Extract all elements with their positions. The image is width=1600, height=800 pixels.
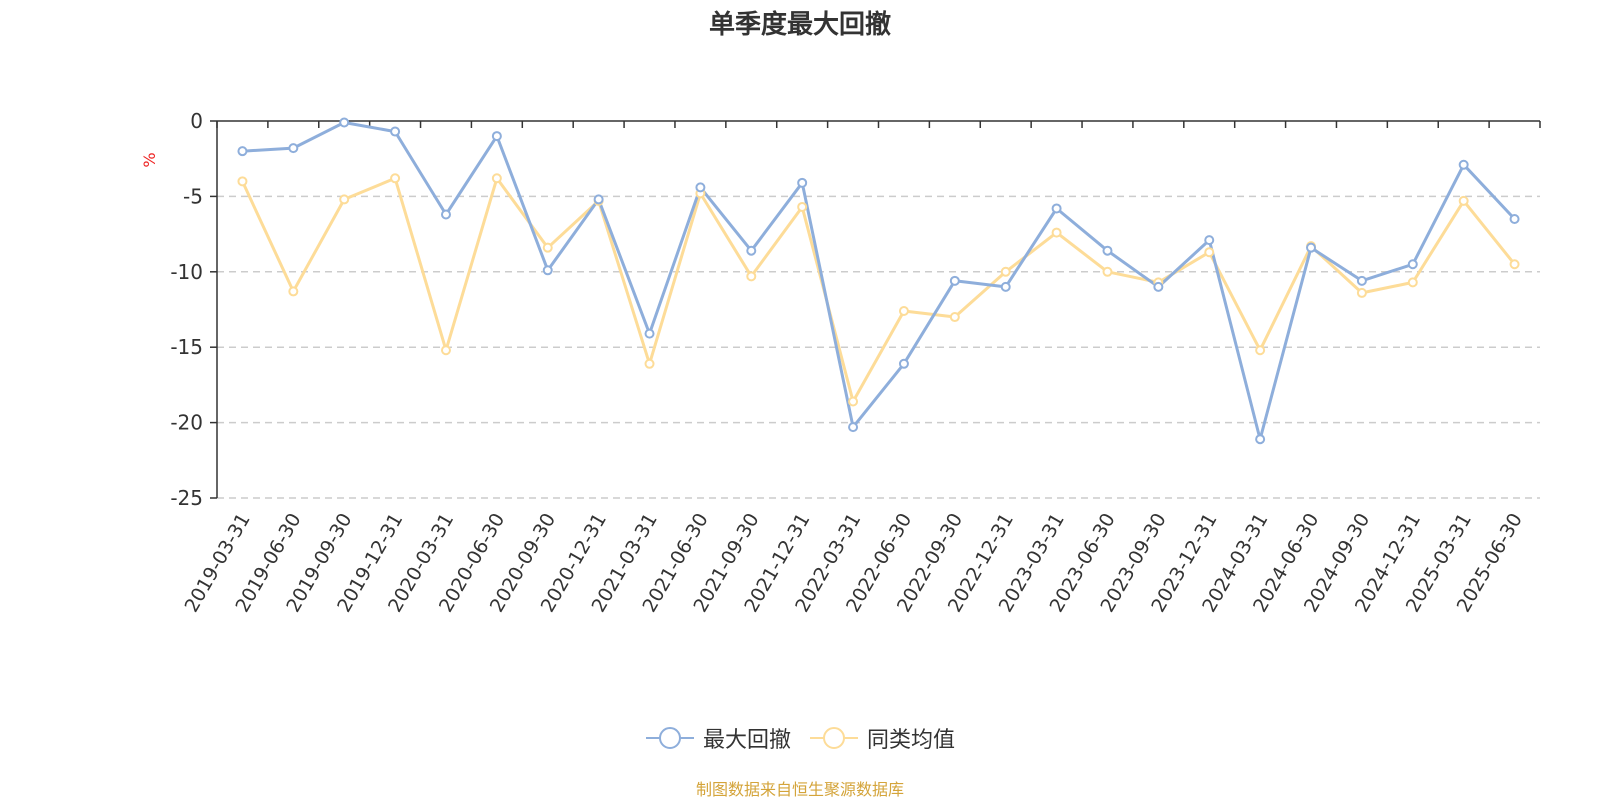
data-point-1 [746,245,757,256]
data-point-1 [848,422,859,433]
data-point-2 [644,358,655,369]
data-point-1 [695,182,706,193]
data-point-2 [1204,247,1215,258]
data-point-1 [1255,434,1266,445]
data-point-1 [898,358,909,369]
data-point-1 [542,265,553,276]
data-point-1 [390,126,401,137]
y-axis-label: % [140,152,159,167]
data-point-1 [288,143,299,154]
data-point-1 [339,117,350,128]
data-point-2 [898,306,909,317]
legend-symbol-icon [645,727,694,749]
legend-label: 同类均值 [867,728,956,753]
data-point-2 [797,201,808,212]
data-point-2 [1051,227,1062,238]
data-point-1 [1458,159,1469,170]
data-point-2 [440,345,451,356]
data-point-2 [1000,266,1011,277]
y-tick-label: -25 [170,486,203,510]
legend-label: 最大回撤 [702,728,791,753]
data-point-1 [1102,245,1113,256]
grid-lines [217,195,1540,499]
data-point-2 [237,176,248,187]
data-point-2 [288,286,299,297]
y-tick-label: 0 [190,109,203,133]
data-point-1 [237,146,248,157]
data-point-1 [949,275,960,286]
series-line-2 [240,176,1517,403]
legend[interactable]: 最大回撤 同类均值 [0,722,1600,754]
data-point-2 [1356,287,1367,298]
series-line-1 [240,121,1517,441]
data-point-1 [491,131,502,142]
legend-symbol-circle [658,727,681,749]
data-point-2 [491,173,502,184]
data-point-2 [949,312,960,323]
data-point-1 [1153,281,1164,292]
data-point-1 [440,209,451,220]
data-point-1 [1407,259,1418,270]
data-point-1 [1051,203,1062,214]
data-point-2 [1407,277,1418,288]
y-tick-label: -15 [170,335,203,359]
data-point-2 [848,396,859,407]
y-tick-label: -10 [170,260,203,284]
legend-symbol-circle [823,727,845,749]
data-point-2 [339,194,350,205]
data-point-1 [1000,281,1011,292]
data-point-2 [1509,259,1520,270]
data-point-1 [1356,275,1367,286]
y-tick-label: -5 [183,184,203,208]
data-point-2 [1102,266,1113,277]
data-point-2 [1458,195,1469,206]
legend-symbol-icon [810,727,858,749]
data-point-2 [1255,345,1266,356]
legend-item-1[interactable]: 最大回撤 [645,722,791,754]
series-lines [240,121,1517,441]
data-point-2 [542,242,553,253]
data-point-2 [746,271,757,282]
data-point-1 [1306,242,1317,253]
y-tick-label: -20 [170,411,203,435]
data-point-1 [1509,214,1520,225]
chart-title: 单季度最大回撤 [708,10,891,40]
source-note: 制图数据来自恒生聚源数据库 [695,780,904,799]
data-point-1 [644,328,655,339]
data-point-1 [593,194,604,205]
data-point-1 [1204,235,1215,246]
data-point-2 [390,173,401,184]
data-points [237,117,1520,445]
legend-item-2[interactable]: 同类均值 [809,722,955,754]
data-point-1 [797,177,808,188]
